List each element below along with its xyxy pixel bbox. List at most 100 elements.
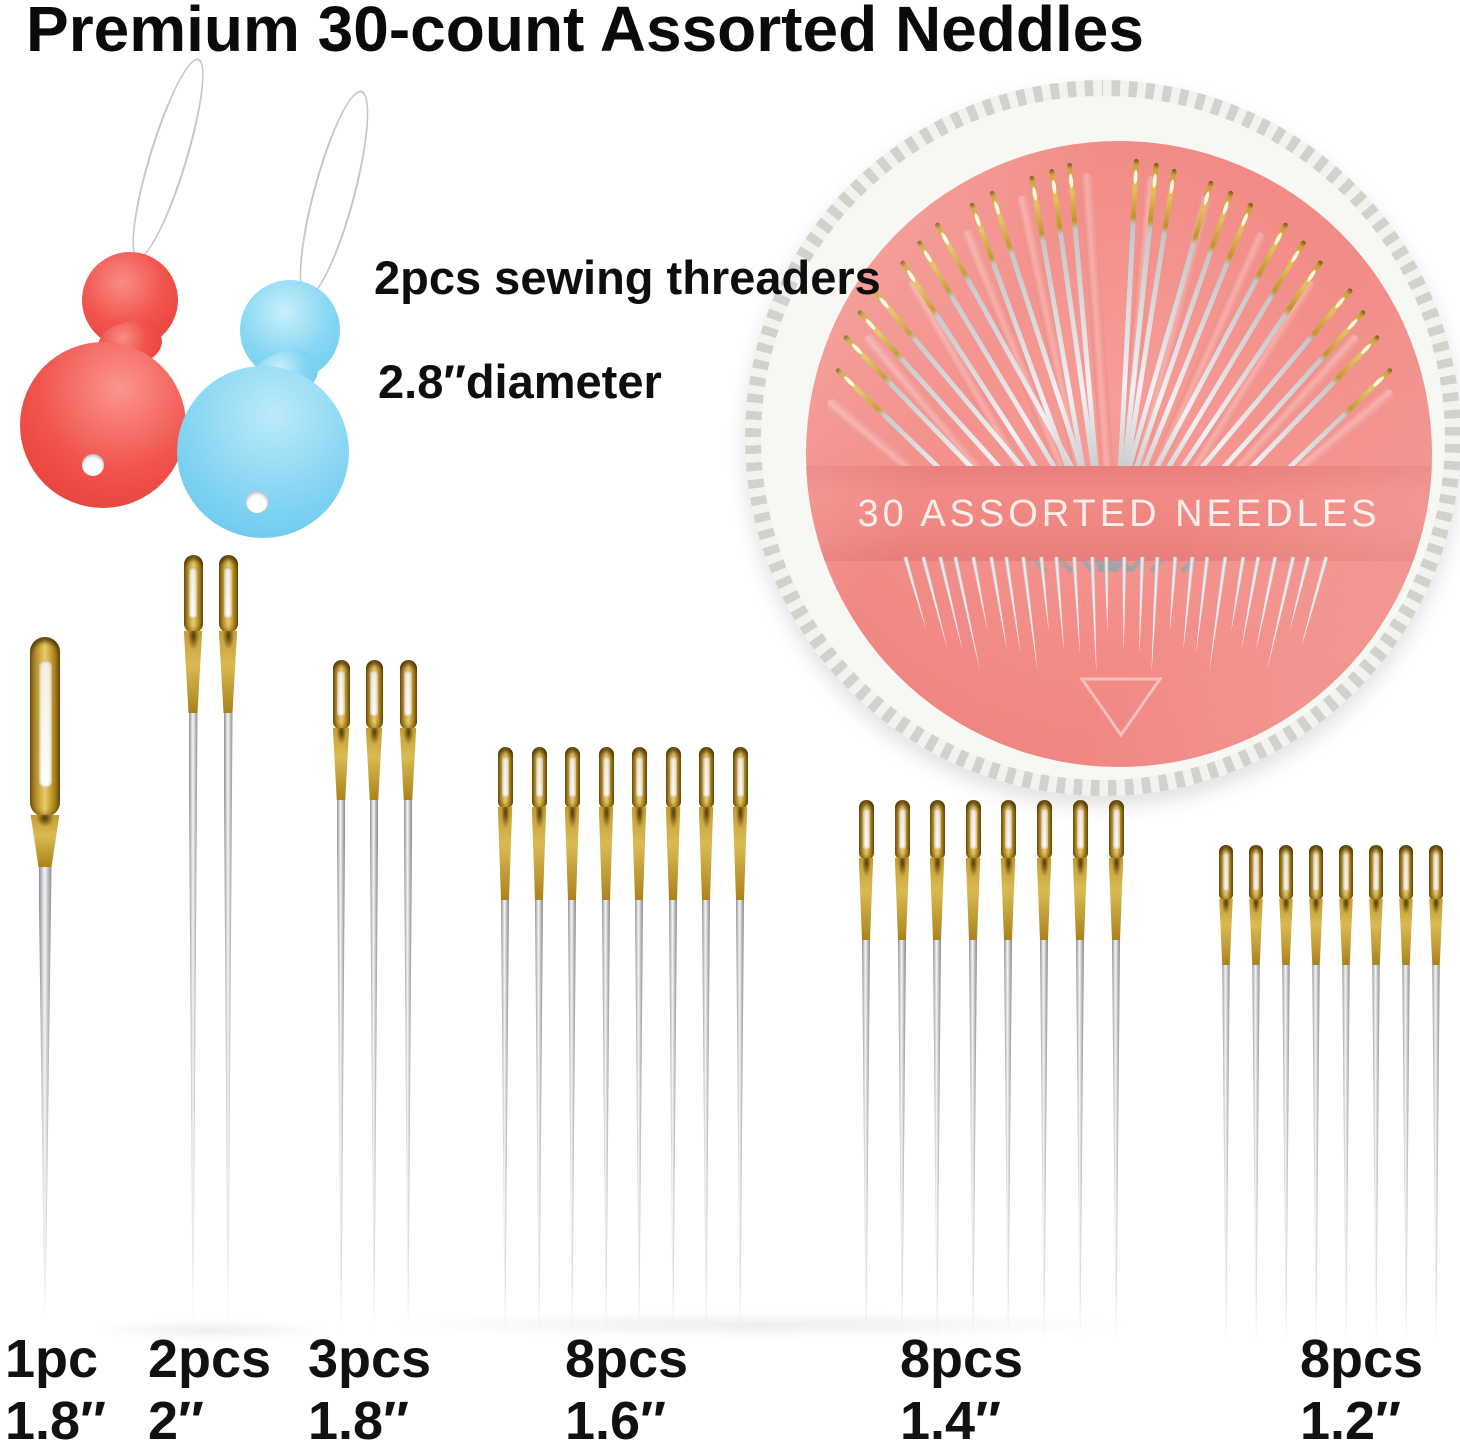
needle-shaft <box>188 713 198 1330</box>
needle-eye-hole <box>635 756 643 798</box>
needle-shaft <box>602 900 610 1335</box>
needle-shaft <box>336 800 346 1333</box>
needle-shaft <box>1312 965 1320 1342</box>
needle <box>399 660 417 1333</box>
needle-gold-taper <box>598 807 614 900</box>
needle-gold-taper <box>965 858 981 940</box>
group-label: 3pcs 1.8″ <box>308 1330 431 1441</box>
threaders-note: 2pcs sewing threaders <box>374 251 881 304</box>
group-count-label: 2pcs <box>148 1329 272 1389</box>
needle <box>1219 845 1233 1342</box>
needle-shaft <box>635 900 643 1335</box>
needle-shaft <box>501 900 509 1335</box>
needle-gold-taper <box>929 858 945 940</box>
blue-threader-hole <box>246 491 268 513</box>
group-count-label: 8pcs <box>565 1329 689 1389</box>
needle-eye-hole <box>1112 808 1120 851</box>
red-threader-body <box>20 342 186 508</box>
group-count-label: 8pcs <box>900 1329 1024 1389</box>
needle-shaft <box>1040 940 1048 1340</box>
needle <box>564 747 580 1335</box>
case-lid-sheen <box>806 141 1432 767</box>
needle <box>1429 845 1443 1342</box>
needle-shaft <box>862 940 870 1340</box>
needle-gold-taper <box>365 728 383 800</box>
needle <box>1279 845 1293 1342</box>
needle-shaft <box>535 900 543 1335</box>
needle-gold-taper <box>564 807 580 900</box>
needle-gold-taper <box>1249 899 1263 965</box>
diameter-note: 2.8″diameter <box>378 355 662 408</box>
group-size-label: 1.8″ <box>308 1391 409 1441</box>
needle-shaft <box>1402 965 1410 1342</box>
needle <box>598 747 614 1335</box>
needle-shaft <box>38 867 52 1317</box>
group-label: 1pc 1.8″ <box>5 1330 106 1441</box>
needle-shaft <box>1282 965 1290 1342</box>
needle <box>732 747 748 1335</box>
needle <box>1369 845 1383 1342</box>
blue-threader-body <box>177 366 349 538</box>
page-title: Premium 30-count Assorted Neddles <box>26 0 1144 65</box>
needle-eye-hole <box>1252 852 1260 893</box>
group-label: 8pcs 1.2″ <box>1300 1330 1423 1441</box>
needle-shaft <box>1342 965 1350 1342</box>
needle-shaft <box>1372 965 1380 1342</box>
needle-gold-taper <box>1369 899 1383 965</box>
group-label: 2pcs 2″ <box>148 1330 271 1441</box>
needle-eye-hole <box>370 670 378 718</box>
needle <box>30 637 60 1317</box>
needle-eye-hole <box>702 756 710 798</box>
group-size-label: 2″ <box>148 1391 204 1441</box>
case-lid-ring: 30 ASSORTED NEEDLES <box>761 96 1445 780</box>
group-label: 8pcs 1.4″ <box>900 1330 1023 1441</box>
needle-gold-taper <box>183 631 203 713</box>
needle-eye-hole <box>568 756 576 798</box>
needle <box>531 747 547 1335</box>
case-inner-disc: 30 ASSORTED NEEDLES <box>806 141 1432 767</box>
needle-eye-hole <box>535 756 543 798</box>
needle-gold-taper <box>1108 858 1124 940</box>
needle-eye-hole <box>404 670 412 718</box>
needle-eye-hole <box>1282 852 1290 893</box>
group-size-label: 1.8″ <box>5 1391 106 1441</box>
needle <box>218 555 238 1330</box>
needle <box>1036 800 1052 1340</box>
needle-eye-hole <box>224 566 232 619</box>
group-count-label: 3pcs <box>308 1329 432 1389</box>
needle <box>1072 800 1088 1340</box>
group-label: 8pcs 1.6″ <box>565 1330 688 1441</box>
needle <box>1399 845 1413 1342</box>
needle-gold-taper <box>698 807 714 900</box>
needle-gold-taper <box>894 858 910 940</box>
floor-shadow <box>380 1312 1140 1338</box>
needle-shaft <box>969 940 977 1340</box>
needle-gold-taper <box>531 807 547 900</box>
group-size-label: 1.4″ <box>900 1391 1001 1441</box>
needle-gold-taper <box>858 858 874 940</box>
needle <box>858 800 874 1340</box>
needle-eye-hole <box>669 756 677 798</box>
needle <box>497 747 513 1335</box>
needle-shaft <box>702 900 710 1335</box>
needle-gold-taper <box>218 631 238 713</box>
needle-eye-hole <box>1402 852 1410 893</box>
triangle-mark <box>1079 677 1163 738</box>
needle <box>1309 845 1323 1342</box>
group-size-label: 1.2″ <box>1300 1391 1401 1441</box>
needle-eye-hole <box>1432 852 1440 893</box>
case-label-text: 30 ASSORTED NEEDLES <box>806 493 1432 536</box>
needle-shaft <box>403 800 413 1333</box>
needle-shaft <box>1004 940 1012 1340</box>
needle <box>631 747 647 1335</box>
needle-eye-hole <box>38 660 52 789</box>
needle-eye-hole <box>501 756 509 798</box>
needle-shaft <box>933 940 941 1340</box>
needle <box>332 660 350 1333</box>
floor-shadow <box>90 1320 330 1340</box>
needle-eye-hole <box>1342 852 1350 893</box>
needle-shaft <box>568 900 576 1335</box>
